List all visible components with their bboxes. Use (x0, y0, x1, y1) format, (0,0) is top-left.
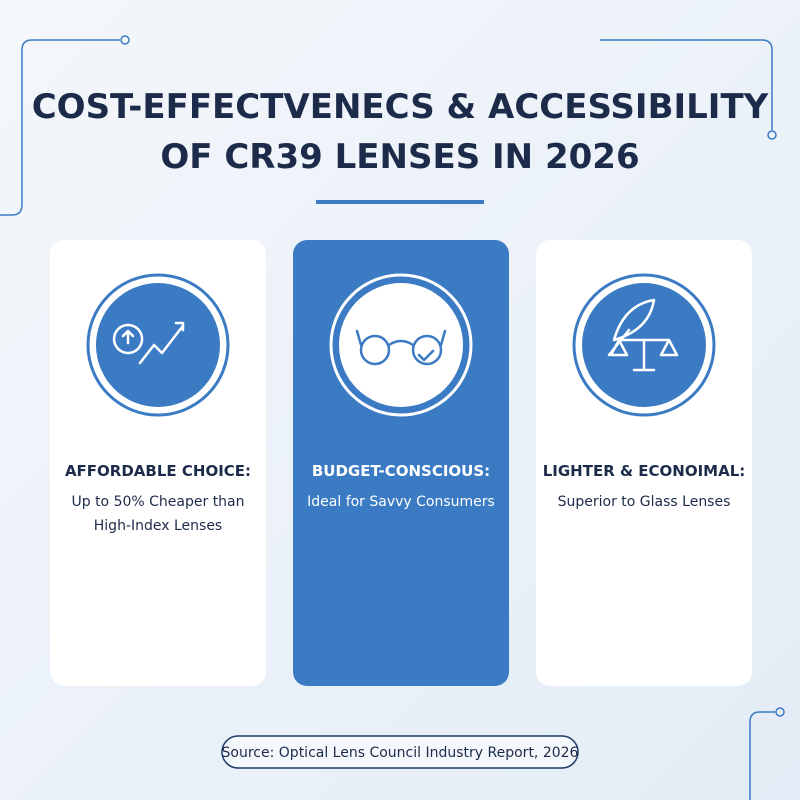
source-pill (221, 735, 579, 769)
icon-ring (572, 273, 716, 417)
decor (0, 35, 785, 800)
icon-ring (329, 273, 473, 417)
card-text: Superior to Glass Lenses (558, 494, 731, 510)
icon (607, 298, 679, 372)
icon (112, 321, 185, 365)
card-text: Ideal for Savvy Consumers (307, 494, 495, 510)
card-heading: LIGHTER & ECONOIMAL: (543, 462, 746, 480)
title-rule (316, 200, 484, 204)
card-text: High-Index Lenses (94, 518, 222, 534)
icon-disc (339, 283, 463, 407)
title-line: COST-EFFECTVENECS & ACCESSIBILITY (32, 87, 769, 127)
icon (355, 329, 447, 366)
source: Source: Optical Lens Council Industry Re… (222, 745, 579, 761)
icon-disc (96, 283, 220, 407)
icon-ring (86, 273, 230, 417)
card-text: Up to 50% Cheaper than (71, 494, 244, 510)
card-heading: BUDGET-CONSCIOUS: (312, 462, 490, 480)
cards: AFFORDABLE CHOICE: Up to 50% Cheaper than… (50, 240, 752, 686)
title-line: OF CR39 LENSES IN 2026 (160, 137, 639, 177)
card-heading: AFFORDABLE CHOICE: (65, 462, 251, 480)
